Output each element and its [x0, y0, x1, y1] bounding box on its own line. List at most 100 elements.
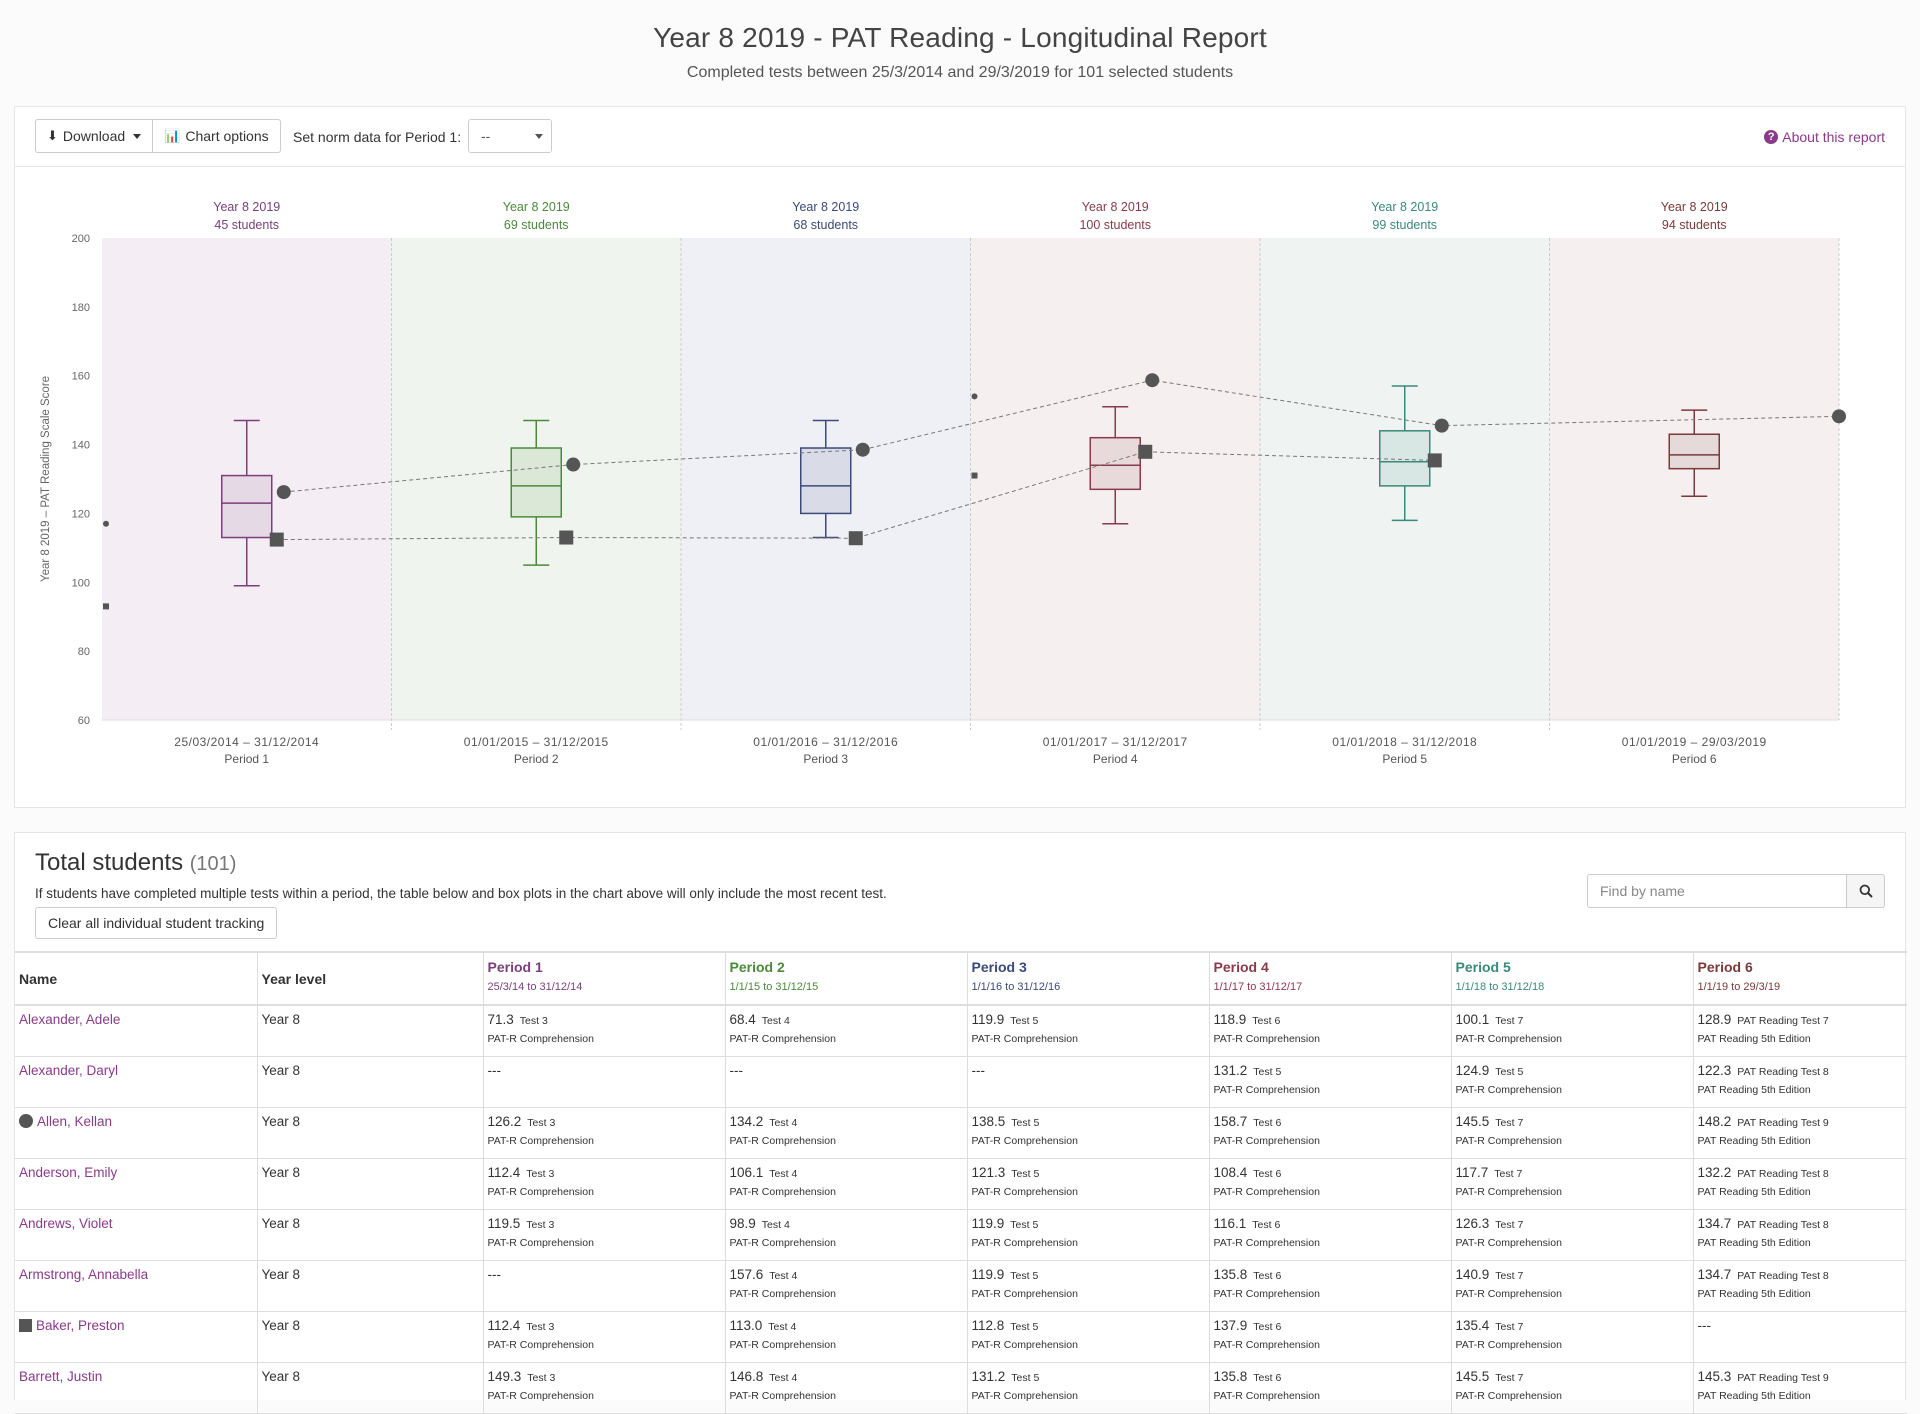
score-value: 131.2 [971, 1368, 1006, 1384]
column-header-period-4[interactable]: Period 4 1/1/17 to 31/12/17 [1208, 952, 1451, 1005]
period-name-label: Period 3 [803, 752, 848, 766]
test-name: Test 7 [1494, 1167, 1523, 1180]
year-level-cell: Year 8 [256, 1311, 483, 1362]
test-edition: PAT-R Comprehension [487, 1389, 594, 1402]
student-name-link[interactable]: Allen, Kellan [37, 1113, 113, 1129]
score-value: 112.4 [487, 1164, 521, 1180]
student-name-link[interactable]: Andrews, Violet [19, 1215, 113, 1231]
test-edition: PAT Reading 5th Edition [1697, 1236, 1811, 1249]
test-name: Test 5 [1010, 1269, 1039, 1282]
longitudinal-box-plot-chart: 60 80 100 120 140 160 180 200 Year 8 2019 – PAT … [40, 200, 1846, 766]
score-value: 145.5 [1455, 1113, 1490, 1129]
test-name: Test 5 [1010, 1015, 1039, 1027]
chart-options-button[interactable]: 📊 Chart options [153, 119, 281, 153]
test-edition: PAT-R Comprehension [1213, 1236, 1320, 1249]
period-score-cell: 126.2 Test 3 PAT-R Comprehension [482, 1107, 725, 1158]
about-report-link[interactable]: ? About this report [1764, 129, 1885, 145]
column-header-period-2[interactable]: Period 2 1/1/15 to 31/12/15 [724, 952, 967, 1005]
period-score-cell: 134.7 PAT Reading Test 8 PAT Reading 5th E… [1692, 1260, 1907, 1311]
score-value: 134.7 [1697, 1266, 1732, 1282]
period-score-cell: 124.9 Test 5 PAT-R Comprehension [1450, 1056, 1693, 1107]
column-header-period-3[interactable]: Period 3 1/1/16 to 31/12/16 [966, 952, 1209, 1005]
column-header-period-1[interactable]: Period 1 25/3/14 to 31/12/14 [482, 952, 725, 1005]
period-score-cell: 112.8 Test 5 PAT-R Comprehension [966, 1311, 1209, 1362]
period-score-cell: 138.5 Test 5 PAT-R Comprehension [966, 1107, 1209, 1158]
period-score-cell: 135.8 Test 6 PAT-R Comprehension [1208, 1362, 1451, 1413]
score-value: 145.5 [1455, 1368, 1490, 1384]
score-value: 157.6 [729, 1266, 764, 1282]
period-cohort-label: Year 8 2019 [503, 200, 570, 214]
total-students-count: (101) [189, 853, 237, 875]
table-row: Alexander, Daryl Year 8 --- --- --- 131.2 Test… [15, 1056, 1907, 1107]
student-name-link[interactable]: Alexander, Daryl [19, 1062, 119, 1078]
period-score-cell: 112.4 Test 3 PAT-R Comprehension [482, 1158, 725, 1209]
column-header-period-5[interactable]: Period 5 1/1/18 to 31/12/18 [1450, 952, 1693, 1005]
score-value: 119.9 [971, 1266, 1005, 1282]
table-row: Armstrong, Annabella Year 8 --- 157.6 Test 4… [15, 1260, 1907, 1311]
y-tick-label: 80 [78, 646, 90, 658]
period-score-cell: 135.8 Test 6 PAT-R Comprehension [1208, 1260, 1451, 1311]
period-header-name: Period 5 [1455, 959, 1511, 975]
column-header-name[interactable]: Name [19, 970, 58, 987]
tracked-student-point [1145, 373, 1160, 388]
test-name: Test 6 [1252, 1218, 1281, 1231]
student-name-link[interactable]: Baker, Preston [36, 1317, 125, 1333]
student-name-link[interactable]: Alexander, Adele [19, 1012, 121, 1027]
column-header-year-level[interactable]: Year level [256, 952, 483, 1005]
score-value: 71.3 [487, 1012, 514, 1027]
period-score-cell: --- [1692, 1311, 1907, 1362]
column-header-period-6[interactable]: Period 6 1/1/19 to 29/3/19 [1692, 952, 1907, 1005]
tracked-student-point [855, 442, 870, 457]
test-edition: PAT Reading 5th Edition [1697, 1083, 1811, 1096]
period-score-cell: 68.4 Test 4 PAT-R Comprehension [724, 1005, 967, 1056]
test-name: PAT Reading Test 8 [1737, 1065, 1829, 1078]
score-value: 134.7 [1697, 1215, 1732, 1231]
norm-data-select[interactable]: -- [468, 119, 552, 153]
period-score-cell: 106.1 Test 4 PAT-R Comprehension [724, 1158, 967, 1209]
year-level-cell: Year 8 [256, 1005, 483, 1056]
test-edition: PAT-R Comprehension [729, 1236, 836, 1249]
page-title: Year 8 2019 - PAT Reading - Longitudinal… [653, 22, 1267, 53]
test-name: Test 3 [526, 1218, 555, 1231]
period-score-cell: 108.4 Test 6 PAT-R Comprehension [1208, 1158, 1451, 1209]
period-score-cell: 145.5 Test 7 PAT-R Comprehension [1450, 1362, 1693, 1413]
test-name: Test 4 [768, 1320, 797, 1333]
period-band [391, 238, 681, 720]
student-name-link[interactable]: Armstrong, Annabella [19, 1266, 149, 1282]
clear-tracking-button[interactable]: Clear all individual student tracking [35, 907, 278, 939]
period-score-cell: 145.3 PAT Reading Test 9 PAT Reading 5th E… [1692, 1362, 1907, 1413]
tracking-circle-icon[interactable] [19, 1113, 33, 1128]
period-score-cell: 71.3 Test 3 PAT-R Comprehension [482, 1005, 725, 1056]
y-tick-label: 100 [72, 577, 90, 589]
score-value: 131.2 [1213, 1062, 1248, 1078]
period-header-range: 1/1/17 to 31/12/17 [1213, 981, 1303, 993]
tracking-square-icon[interactable] [19, 1318, 32, 1332]
period-band [970, 238, 1260, 720]
test-name: Test 5 [1011, 1116, 1040, 1129]
period-score-cell: 134.7 PAT Reading Test 8 PAT Reading 5th E… [1692, 1209, 1907, 1260]
score-value: 135.8 [1213, 1368, 1248, 1384]
table-row: Baker, Preston Year 8 112.4 Test 3 PAT-R Com… [15, 1311, 1907, 1362]
period-date-range: 01/01/2018 – 31/12/2018 [1332, 735, 1477, 749]
download-button[interactable]: ⬇ Download [35, 119, 154, 153]
search-input[interactable] [1587, 874, 1847, 908]
test-edition: PAT-R Comprehension [487, 1134, 594, 1147]
table-row: Barrett, Justin Year 8 149.3 Test 3 PAT-R Co… [15, 1362, 1907, 1413]
period-score-cell: 137.9 Test 6 PAT-R Comprehension [1208, 1311, 1451, 1362]
period-score-cell: 119.9 Test 5 PAT-R Comprehension [966, 1209, 1209, 1260]
period-score-cell: 140.9 Test 7 PAT-R Comprehension [1450, 1260, 1693, 1311]
test-edition: PAT-R Comprehension [1455, 1338, 1562, 1351]
score-value: 145.3 [1697, 1368, 1732, 1384]
test-edition: PAT-R Comprehension [729, 1134, 836, 1147]
score-value: --- [729, 1062, 744, 1078]
test-edition: PAT-R Comprehension [487, 1185, 594, 1198]
period-student-count: 100 students [1079, 218, 1151, 232]
box-iqr [510, 447, 562, 518]
page-subtitle: Completed tests between 25/3/2014 and 29… [686, 64, 1234, 81]
score-value: 140.9 [1455, 1266, 1490, 1282]
period-date-range: 01/01/2015 – 31/12/2015 [464, 735, 609, 749]
period-name-label: Period 2 [514, 752, 559, 766]
student-name-link[interactable]: Anderson, Emily [19, 1164, 118, 1180]
student-name-link[interactable]: Barrett, Justin [19, 1368, 103, 1384]
search-button[interactable] [1847, 874, 1885, 908]
